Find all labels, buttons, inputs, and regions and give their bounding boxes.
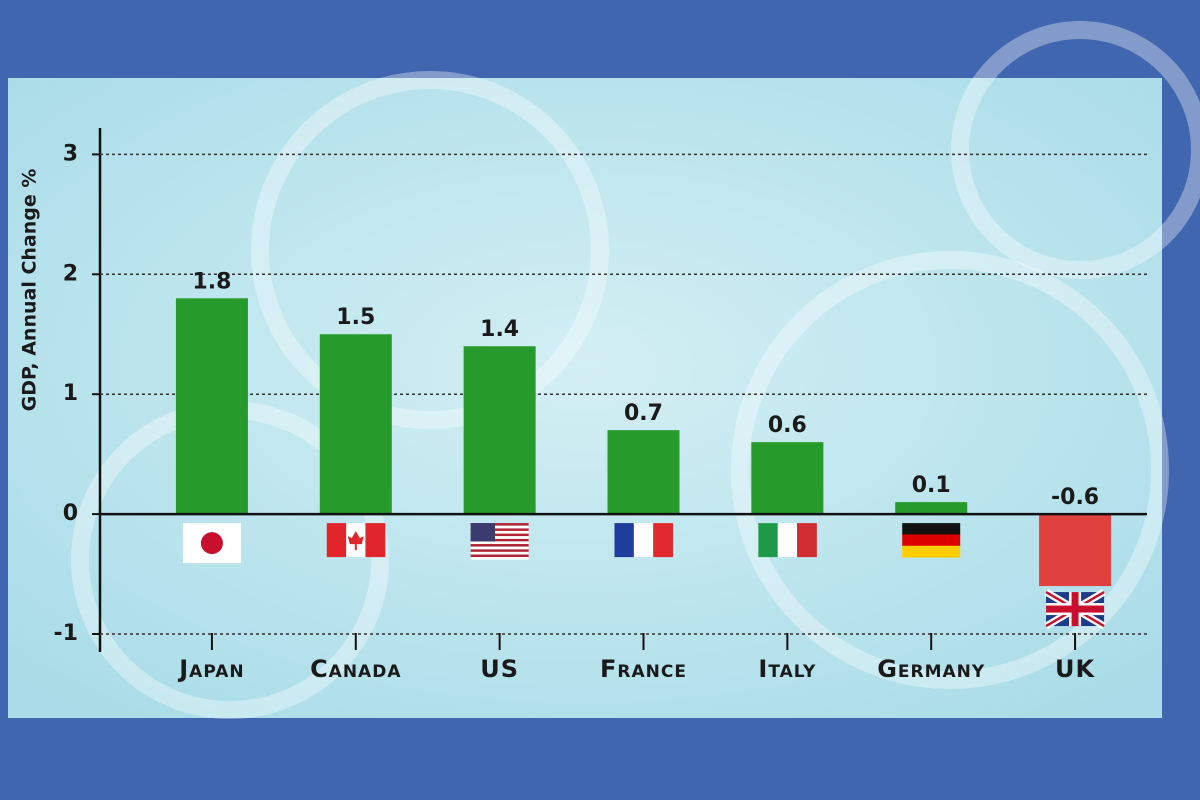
- flag-part: [470, 549, 529, 552]
- flag-part: [470, 554, 529, 558]
- x-tick-label: US: [480, 655, 519, 683]
- y-tick-label: 1: [63, 381, 78, 406]
- x-tick-label: Canada: [310, 655, 401, 683]
- flag-part: [470, 544, 529, 547]
- flag-part: [1046, 605, 1105, 613]
- flag: [182, 523, 241, 564]
- flag-part: [470, 536, 529, 539]
- bar: [751, 442, 824, 515]
- flag-part: [902, 523, 961, 535]
- flag-part: [470, 538, 529, 542]
- value-label: 1.4: [480, 317, 519, 342]
- flag: [758, 523, 817, 558]
- flags: [182, 523, 1106, 630]
- value-label: 0.6: [768, 413, 807, 438]
- flag-part: [470, 530, 529, 534]
- flag-part: [797, 523, 817, 558]
- flag-part: [365, 523, 386, 558]
- value-label: 1.5: [336, 305, 375, 330]
- flag-part: [470, 523, 529, 526]
- flag-part: [470, 525, 529, 529]
- bar: [463, 346, 536, 515]
- flag-part: [653, 523, 673, 558]
- x-tick-label: Germany: [877, 655, 985, 683]
- x-tick-label: France: [600, 655, 687, 683]
- flag-part: [777, 523, 798, 558]
- value-label: 0.1: [912, 473, 951, 498]
- x-tick-label: Japan: [177, 655, 244, 683]
- bar: [607, 430, 680, 515]
- y-tick-label: -1: [54, 621, 78, 646]
- flag-part: [758, 523, 779, 558]
- flag-part: [614, 523, 635, 558]
- value-label: 1.8: [192, 269, 231, 294]
- flag: [1044, 589, 1106, 630]
- flag: [614, 523, 673, 558]
- value-label: -0.6: [1051, 485, 1099, 510]
- flag-part: [470, 528, 529, 531]
- flag-part: [470, 551, 529, 555]
- value-label: 0.7: [624, 401, 663, 426]
- flag-part: [902, 534, 961, 547]
- bar: [319, 334, 392, 515]
- flag-part: [633, 523, 654, 558]
- y-tick-label: 3: [63, 141, 78, 166]
- bar: [895, 502, 968, 515]
- flag: [326, 523, 386, 558]
- flag: [902, 523, 961, 558]
- flag-part: [200, 532, 223, 555]
- flag-part: [470, 546, 529, 550]
- flag-part: [470, 557, 529, 560]
- flag-part: [470, 523, 496, 542]
- x-tick-label: Italy: [758, 655, 816, 683]
- flag-part: [902, 545, 961, 558]
- flag-part: [326, 523, 347, 558]
- x-tick-label: UK: [1055, 655, 1095, 683]
- flag-part: [470, 533, 529, 537]
- flag: [470, 523, 529, 560]
- flag-part: [470, 541, 529, 545]
- flag-part: [347, 531, 364, 551]
- y-tick-label: 2: [63, 261, 78, 286]
- y-tick-label: 0: [63, 501, 78, 526]
- bar: [1039, 514, 1112, 587]
- y-axis-label: GDP, Annual Change %: [19, 169, 41, 412]
- bar: [175, 298, 248, 515]
